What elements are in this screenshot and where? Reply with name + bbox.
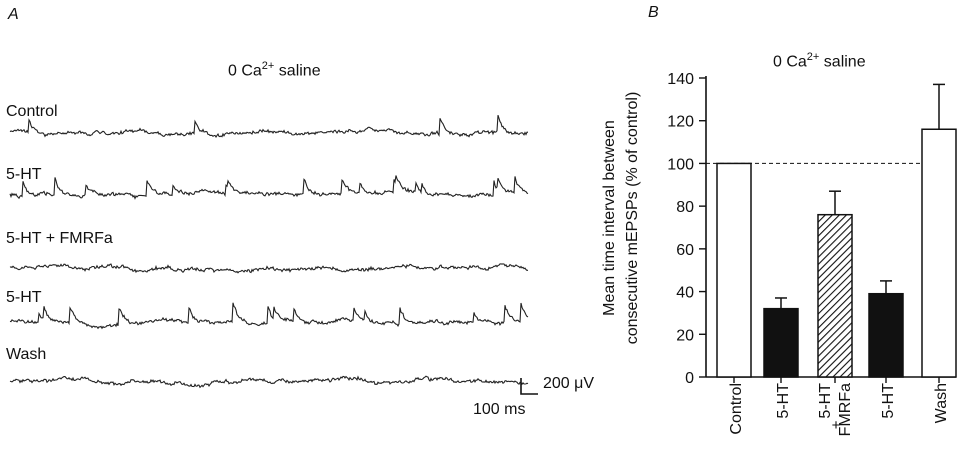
- trace-label-wash: Wash: [6, 346, 47, 363]
- y-tick-label: 80: [676, 199, 694, 216]
- trace-5: [9, 375, 529, 389]
- x-label-control: Control: [728, 383, 745, 435]
- trace-1: [9, 114, 528, 139]
- x-label-fmrfa-part2: FMRFa: [837, 383, 854, 436]
- bar-2: [763, 307, 799, 378]
- y-tick-label: 120: [667, 114, 694, 131]
- x-label-fmrfa-part1: 5-HT: [817, 383, 834, 419]
- bar-3: [817, 213, 853, 378]
- x-label-fmrfa-plus: +: [832, 417, 841, 434]
- y-axis-label-line2: consecutive mEPSPs (% of control): [624, 92, 641, 345]
- y-tick-label: 140: [667, 71, 694, 88]
- x-label-wash: Wash: [933, 383, 950, 423]
- panel-a-title: 0 Ca2+ saline: [228, 60, 321, 80]
- scale-time-label: 100 ms: [473, 401, 526, 418]
- trace-label-control: Control: [6, 103, 58, 120]
- trace-4: [9, 302, 529, 330]
- y-axis-label-line1: Mean time interval between: [601, 120, 618, 316]
- bar-1: [716, 162, 752, 378]
- bar-4: [868, 292, 904, 378]
- panel-b-title: 0 Ca2+ saline: [773, 51, 866, 71]
- x-label-5ht-1: 5-HT: [775, 383, 792, 419]
- trace-2: [9, 175, 529, 200]
- trace-label-5ht-fmrfa: 5-HT + FMRFa: [6, 230, 113, 247]
- trace-3: [9, 263, 529, 274]
- y-tick-label: 60: [676, 242, 694, 259]
- panel-b-letter: B: [648, 4, 659, 21]
- trace-group: [9, 114, 529, 389]
- y-tick-label: 20: [676, 327, 694, 344]
- panel-a-letter: A: [8, 6, 19, 23]
- y-tick-label: 0: [685, 370, 694, 387]
- bar-5: [921, 128, 957, 378]
- scale-bar: [520, 378, 538, 395]
- scale-voltage-label: 200 μV: [543, 375, 595, 392]
- y-tick-label: 100: [667, 156, 694, 173]
- trace-label-5ht-2: 5-HT: [6, 289, 42, 306]
- trace-label-5ht-1: 5-HT: [6, 166, 42, 183]
- x-label-5ht-2: 5-HT: [880, 383, 897, 419]
- y-tick-label: 40: [676, 285, 694, 302]
